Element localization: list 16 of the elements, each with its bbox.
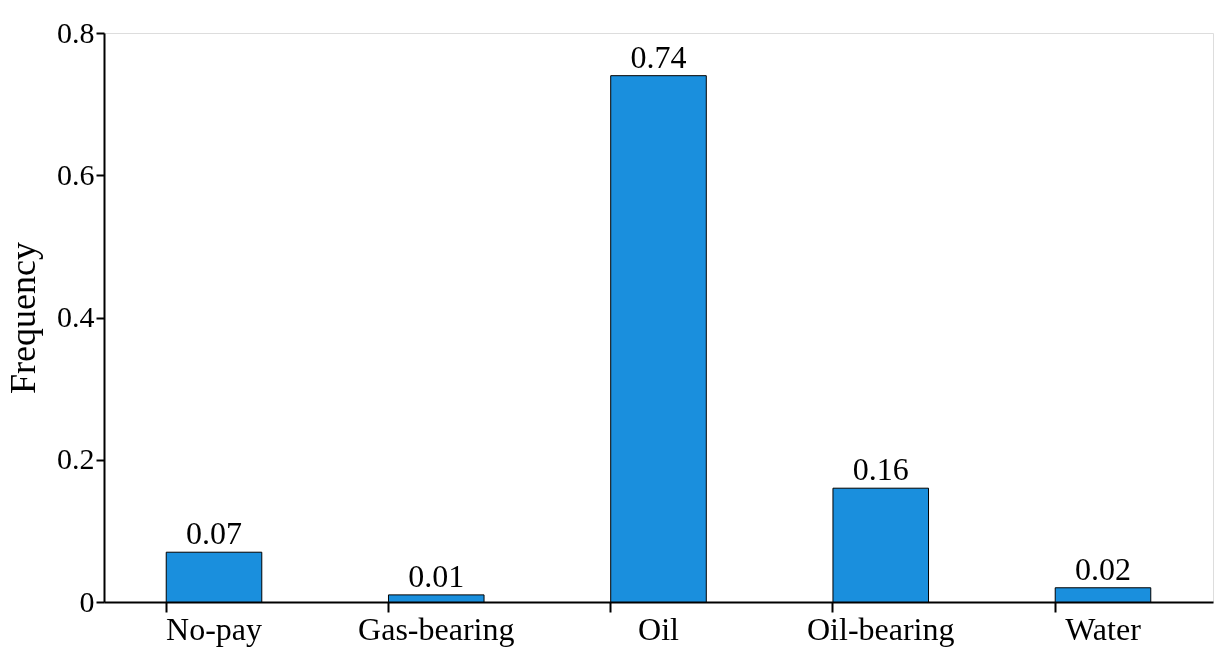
x-tick-label: Water [1065,610,1142,647]
data-label: 0.02 [1074,550,1131,587]
x-tick-label: Oil [638,610,680,647]
x-tick-label: No-pay [166,610,262,647]
y-tick-label: 0.2 [57,442,95,476]
x-tick-label: Gas-bearing [358,610,515,647]
data-label: 0.01 [408,557,465,594]
y-tick-label: 0.8 [57,15,95,49]
data-label: 0.07 [186,515,243,552]
data-label: 0.16 [852,451,909,488]
y-axis-title: Frequency [3,242,43,394]
data-label: 0.74 [630,38,687,75]
y-tick-label: 0.6 [57,157,95,191]
y-tick-label: 0.4 [57,300,95,333]
y-tick-label: 0 [79,584,95,618]
x-tick-label: Oil-bearing [806,610,955,647]
